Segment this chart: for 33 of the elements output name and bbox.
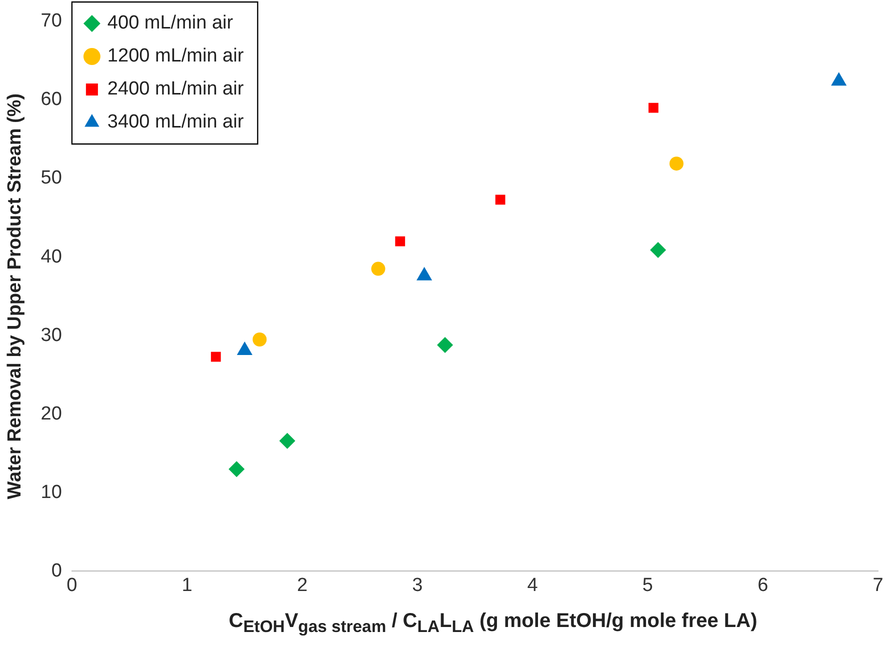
- y-tick-label: 50: [40, 168, 62, 189]
- legend-label: 1200 mL/min air: [107, 46, 244, 67]
- y-tick-label: 40: [40, 246, 62, 268]
- x-tick-label: 6: [758, 574, 768, 596]
- legend-label: 3400 mL/min air: [107, 112, 244, 133]
- x-tick-label: 2: [296, 574, 308, 596]
- point: [395, 236, 406, 246]
- text: C$_{EtOH}$V$_{gas stream}$ / C$_{LA}$L$_{LA}$ (g mole EtOH/g mole free LA): [228, 610, 758, 636]
- x-tick-label: 4: [527, 574, 538, 596]
- y-tick-label: 0: [51, 560, 62, 582]
- y-tick-label: 60: [40, 89, 62, 110]
- legend-label: 2400 mL/min air: [107, 78, 244, 100]
- point: [210, 352, 221, 362]
- point: [252, 332, 267, 346]
- point: [228, 461, 245, 478]
- x-tick-label: 3: [412, 574, 423, 596]
- point: [669, 156, 684, 171]
- x-tick-label: 5: [642, 574, 653, 596]
- x-tick-label: 0: [66, 574, 78, 596]
- y-tick-label: 30: [40, 324, 62, 346]
- point: [371, 262, 386, 276]
- point: [437, 336, 454, 353]
- y-tick-label: 10: [40, 482, 62, 503]
- point: [648, 102, 658, 113]
- x-tick-label: 1: [182, 574, 192, 596]
- y-axis-title: Water Removal by Upper Product Stream (%): [4, 93, 26, 500]
- x-tick-label: 7: [872, 574, 884, 596]
- point: [650, 242, 666, 258]
- y-tick-label: 20: [40, 403, 62, 424]
- y-tick-label: 70: [40, 10, 62, 32]
- point: [495, 194, 506, 205]
- point: [279, 432, 296, 449]
- legend-label: 400 mL/min air: [107, 12, 234, 34]
